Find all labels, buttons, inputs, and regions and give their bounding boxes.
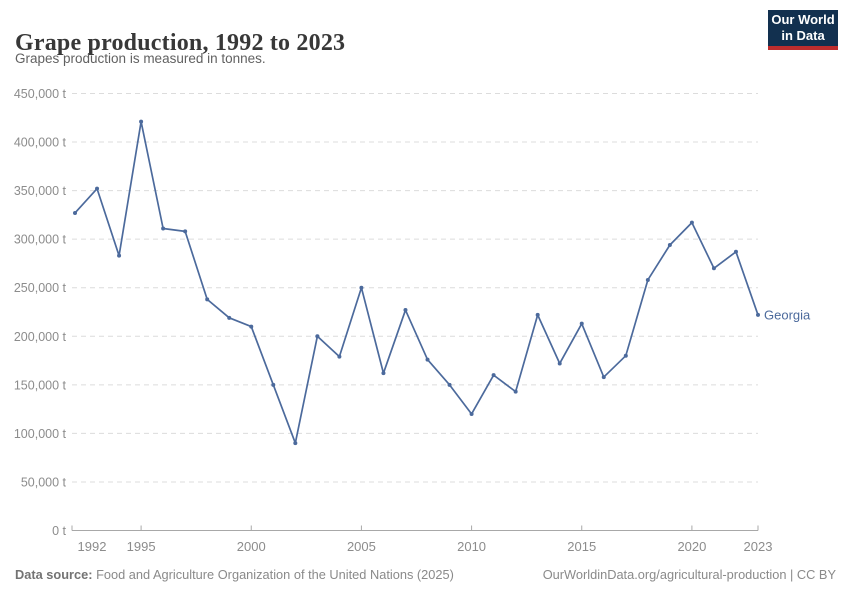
data-point-2021[interactable] — [711, 266, 716, 271]
data-point-2022[interactable] — [733, 249, 738, 254]
series-line-georgia[interactable] — [74, 120, 759, 444]
data-point-2009[interactable] — [447, 382, 452, 387]
data-point-2005[interactable] — [359, 285, 364, 290]
data-point-2007[interactable] — [403, 308, 408, 313]
data-source-text: Food and Agriculture Organization of the… — [92, 567, 454, 582]
data-point-1994[interactable] — [117, 253, 122, 258]
data-point-1995[interactable] — [139, 119, 144, 124]
y-tick-label-450000: 450,000 t — [14, 87, 67, 101]
data-point-2018[interactable] — [645, 277, 650, 282]
chart-subtitle: Grapes production is measured in tonnes. — [15, 51, 266, 66]
chart-footer: Data source: Food and Agriculture Organi… — [15, 567, 836, 582]
data-point-2011[interactable] — [491, 373, 496, 378]
chart-title: Grape production, 1992 to 2023 — [15, 30, 346, 57]
data-point-1993[interactable] — [95, 186, 100, 191]
x-tick-label-2023: 2023 — [744, 539, 773, 554]
x-tick-label-2010: 2010 — [457, 539, 486, 554]
data-point-1996[interactable] — [161, 226, 166, 231]
y-tick-label-50000: 50,000 t — [21, 475, 67, 489]
data-source-note: Data source: Food and Agriculture Organi… — [15, 567, 454, 582]
y-tick-label-100000: 100,000 t — [14, 427, 67, 441]
y-tick-label-300000: 300,000 t — [14, 233, 67, 247]
data-point-2002[interactable] — [293, 441, 298, 446]
x-tick-label-2015: 2015 — [567, 539, 596, 554]
data-source-label: Data source: — [15, 567, 93, 582]
data-point-2000[interactable] — [249, 324, 254, 329]
x-tick-label-1995: 1995 — [127, 539, 156, 554]
x-tick-label-1992: 1992 — [78, 539, 107, 554]
data-point-2001[interactable] — [271, 382, 276, 387]
data-point-1999[interactable] — [227, 315, 232, 320]
data-point-2019[interactable] — [667, 242, 672, 247]
y-tick-label-0: 0 t — [52, 524, 66, 538]
x-tick-label-2020: 2020 — [677, 539, 706, 554]
data-point-2006[interactable] — [381, 371, 386, 376]
y-tick-label-150000: 150,000 t — [14, 378, 67, 392]
series-label-georgia[interactable]: Georgia — [764, 307, 811, 322]
owid-logo-line2: in Data — [781, 28, 825, 43]
data-point-2010[interactable] — [469, 411, 474, 416]
x-tick-label-2000: 2000 — [237, 539, 266, 554]
data-point-2003[interactable] — [315, 334, 320, 339]
data-point-2015[interactable] — [579, 321, 584, 326]
data-point-2017[interactable] — [623, 353, 628, 358]
owid-citation-link[interactable]: OurWorldinData.org/agricultural-producti… — [542, 567, 836, 582]
data-point-1992[interactable] — [73, 210, 77, 215]
data-point-2008[interactable] — [425, 357, 430, 362]
y-tick-label-250000: 250,000 t — [14, 281, 67, 295]
data-point-2014[interactable] — [557, 361, 562, 366]
y-tick-label-400000: 400,000 t — [14, 136, 67, 150]
owid-logo-line1: Our World — [771, 12, 835, 27]
data-point-1998[interactable] — [205, 297, 210, 302]
data-point-2023[interactable] — [756, 312, 760, 317]
data-point-1997[interactable] — [183, 229, 188, 234]
y-tick-label-200000: 200,000 t — [14, 330, 67, 344]
owid-logo[interactable]: Our World in Data — [768, 10, 838, 50]
data-point-2016[interactable] — [601, 375, 606, 380]
data-point-2013[interactable] — [535, 312, 540, 317]
data-point-2020[interactable] — [689, 220, 694, 225]
data-point-2012[interactable] — [513, 389, 518, 394]
x-tick-label-2005: 2005 — [347, 539, 376, 554]
y-tick-label-350000: 350,000 t — [14, 184, 67, 198]
data-point-2004[interactable] — [337, 354, 342, 359]
